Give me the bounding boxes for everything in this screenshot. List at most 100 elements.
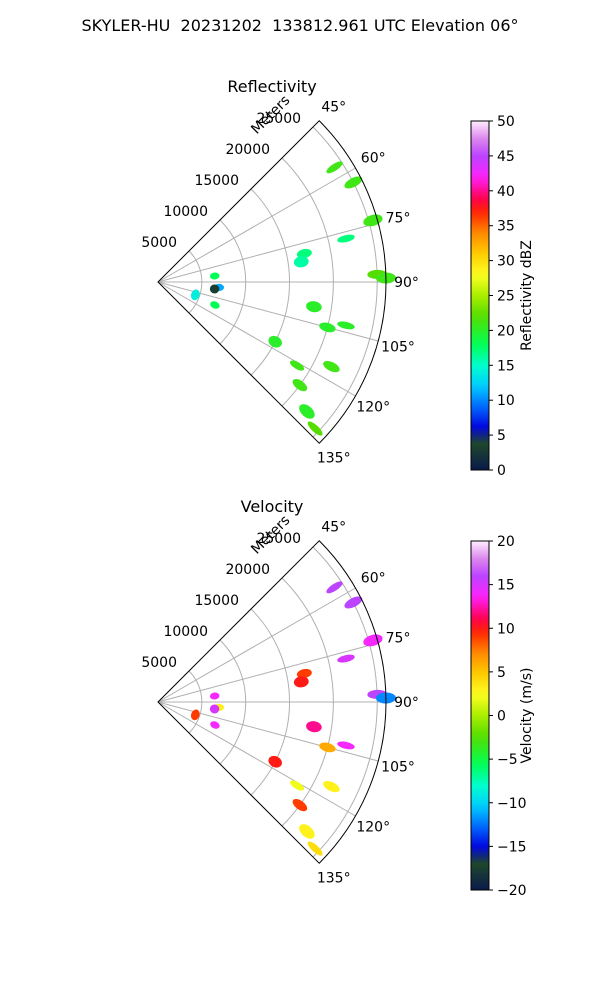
- colorbar-label: Velocity (m/s): [519, 668, 535, 764]
- echo-cell: [307, 421, 323, 436]
- echo-cell: [268, 335, 282, 348]
- colorbar-tick-label: 35: [497, 219, 515, 235]
- echo-cell: [344, 596, 363, 609]
- echo-cell: [337, 321, 355, 330]
- colorbar-tick-label: −10: [497, 796, 527, 812]
- echo-cell: [299, 404, 315, 419]
- reflectivity-panel: Reflectivity500010000150002000025000Mete…: [141, 77, 535, 479]
- colorbar-tick-label: 15: [497, 578, 515, 594]
- azimuth-tick-label: 75°: [386, 631, 411, 647]
- colorbar-label: Reflectivity dBZ: [519, 240, 535, 351]
- azimuth-tick-label: 135°: [317, 871, 351, 887]
- colorbar-tick-label: 10: [497, 621, 515, 637]
- colorbar-tick-label: 40: [497, 184, 515, 200]
- range-tick-label: 25000: [256, 111, 301, 127]
- sector-frame: [157, 540, 387, 864]
- echo-cell: [306, 721, 322, 733]
- colorbar-tick-label: −20: [497, 883, 527, 899]
- range-tick-label: 10000: [163, 204, 208, 220]
- echo-cell: [323, 780, 340, 793]
- azimuth-tick-label: 105°: [381, 339, 415, 355]
- range-tick-label: 10000: [163, 624, 208, 640]
- azimuth-tick-label: 45°: [321, 519, 346, 535]
- echo-cell: [363, 214, 383, 227]
- azimuth-spoke: [157, 587, 356, 703]
- echo-cell: [190, 289, 200, 301]
- echo-cell: [306, 301, 322, 313]
- colorbar-tick-label: 0: [497, 709, 506, 725]
- echo-cell: [323, 360, 340, 373]
- echo-cell: [210, 301, 220, 309]
- colorbar-tick-label: 5: [497, 665, 506, 681]
- azimuth-tick-label: 120°: [356, 819, 390, 835]
- azimuth-tick-label: 75°: [386, 211, 411, 227]
- echo-cell: [296, 668, 312, 679]
- azimuth-tick-label: 60°: [361, 571, 386, 587]
- azimuth-tick-label: 45°: [321, 99, 346, 115]
- panel-title: Reflectivity: [227, 77, 316, 96]
- colorbar-tick-label: 45: [497, 149, 515, 165]
- colorbar-tick-label: 50: [497, 114, 515, 130]
- figure-title: SKYLER-HU 20231202 133812.961 UTC Elevat…: [81, 16, 519, 35]
- echo-cell: [326, 161, 343, 174]
- colorbar-tick-label: 20: [497, 534, 515, 550]
- echo-cell: [209, 284, 220, 294]
- echo-cell: [292, 378, 308, 392]
- echo-cell: [319, 742, 336, 753]
- range-tick-label: 25000: [256, 531, 301, 547]
- azimuth-tick-label: 60°: [361, 151, 386, 167]
- colorbar-tick-label: 15: [497, 358, 515, 374]
- colorbar-tick-label: 20: [497, 323, 515, 339]
- echo-cell: [337, 234, 355, 243]
- azimuth-tick-label: 90°: [394, 695, 419, 711]
- echo-cell: [326, 581, 343, 594]
- echo-cell: [268, 755, 282, 768]
- colorbar-tick-label: −15: [497, 839, 527, 855]
- echo-cell: [289, 780, 305, 791]
- colorbar-tick-label: 30: [497, 254, 515, 270]
- azimuth-tick-label: 135°: [317, 451, 351, 467]
- echo-cell: [337, 654, 355, 663]
- colorbar-tick-label: −5: [497, 752, 518, 768]
- azimuth-tick-label: 105°: [381, 759, 415, 775]
- echo-cell: [337, 741, 355, 750]
- azimuth-spoke: [157, 701, 356, 817]
- colorbar-tick-label: 10: [497, 393, 515, 409]
- sector-frame: [157, 120, 387, 444]
- echo-cell: [210, 721, 220, 729]
- echo-cell: [296, 248, 312, 259]
- colorbar: [470, 540, 490, 891]
- echo-cell: [209, 704, 220, 714]
- colorbar-tick-label: 5: [497, 428, 506, 444]
- range-tick-label: 15000: [194, 173, 239, 189]
- colorbar-tick-label: 0: [497, 463, 506, 479]
- azimuth-spoke: [157, 281, 356, 397]
- colorbar-tick-label: 25: [497, 289, 515, 305]
- range-tick-label: 5000: [141, 655, 177, 671]
- echo-cell: [307, 841, 323, 856]
- echo-cell: [293, 676, 309, 688]
- echo-cell: [289, 360, 305, 371]
- echo-cell: [292, 798, 308, 812]
- echo-cell: [319, 322, 336, 333]
- range-tick-label: 20000: [225, 562, 270, 578]
- azimuth-tick-label: 120°: [356, 399, 390, 415]
- panel-title: Velocity: [241, 497, 304, 516]
- azimuth-spoke: [157, 167, 356, 283]
- echo-cell: [209, 692, 220, 700]
- range-tick-label: 20000: [225, 142, 270, 158]
- range-tick-label: 15000: [194, 593, 239, 609]
- echo-cell: [344, 176, 363, 189]
- echo-cell: [293, 256, 309, 268]
- echo-cell: [299, 824, 315, 839]
- range-tick-label: 5000: [141, 235, 177, 251]
- echo-cell: [190, 709, 200, 721]
- azimuth-tick-label: 90°: [394, 275, 419, 291]
- echo-cell: [363, 634, 383, 647]
- azimuth-spoke: [157, 222, 379, 283]
- azimuth-spoke: [157, 642, 379, 703]
- echo-cell: [209, 272, 220, 280]
- colorbar: [470, 120, 490, 471]
